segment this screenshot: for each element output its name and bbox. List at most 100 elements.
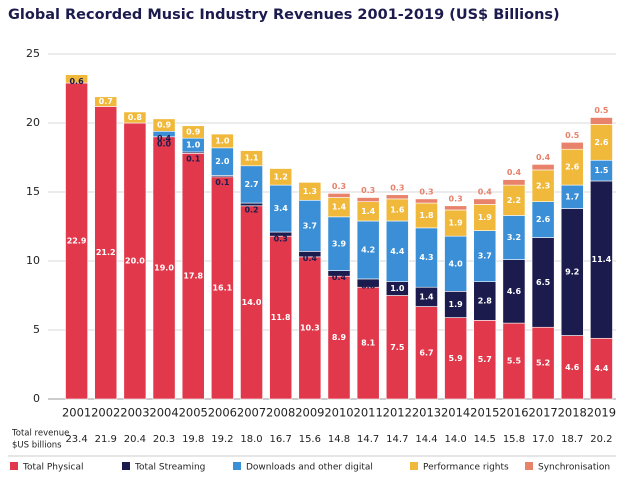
value-label: 5.9 [449,354,464,363]
legend-swatch [10,462,18,470]
value-label: 6.7 [419,348,433,357]
legend-label: Total Physical [22,463,84,473]
total-value: 18.0 [240,434,262,445]
value-label: 0.1 [186,154,201,163]
value-label: 0.4 [536,153,551,162]
total-value: 19.8 [182,434,204,445]
value-label: 0.6 [361,281,376,290]
bar-segment [415,198,438,204]
total-value: 14.7 [386,434,408,445]
value-label: 14.0 [242,298,262,307]
value-label: 8.1 [361,339,376,348]
value-label: 1.0 [215,136,230,145]
legend-label: Performance rights [423,463,509,473]
value-label: 2.8 [478,297,493,306]
value-label: 0.4 [157,134,172,143]
value-label: 2.7 [244,180,258,189]
bar-segment [298,182,322,201]
total-value: 15.8 [503,434,525,445]
value-label: 7.5 [390,343,405,352]
x-tick-label: 2011 [354,406,383,420]
legend-swatch [410,462,418,470]
value-label: 0.3 [361,186,375,195]
value-label: 0.5 [565,131,580,140]
value-label: 0.8 [128,113,143,122]
total-value: 21.9 [95,434,117,445]
total-value: 18.7 [561,434,583,445]
value-label: 1.9 [449,300,464,309]
value-label: 3.7 [303,221,317,230]
total-value: 14.4 [415,434,437,445]
bar-segment [473,198,497,205]
total-value: 14.7 [357,434,379,445]
value-label: 0.4 [478,187,493,196]
value-label: 4.2 [361,245,375,254]
value-label: 2.6 [565,163,580,172]
value-label: 16.1 [212,283,232,292]
total-value: 14.0 [444,434,466,445]
value-label: 1.4 [332,203,347,212]
value-label: 1.0 [186,141,201,150]
value-label: 0.4 [303,254,318,263]
value-label: 0.5 [594,106,609,115]
value-label: 0.9 [157,121,172,130]
value-label: 11.8 [271,313,291,322]
value-label: 1.4 [419,292,434,301]
y-tick-label: 0 [33,392,40,405]
value-label: 4.3 [419,253,433,262]
value-label: 0.1 [215,178,230,187]
value-label: 1.9 [478,213,493,222]
value-label: 22.9 [67,236,87,245]
value-label: 4.4 [390,247,405,256]
total-value: 20.2 [590,434,612,445]
value-label: 0.2 [244,206,258,215]
value-label: 2.2 [507,196,521,205]
value-label: 0.7 [99,97,113,106]
bar-segment [531,164,555,171]
value-label: 19.0 [154,263,174,272]
totals-label: Total revenue [11,429,69,439]
value-label: 0.9 [186,127,201,136]
x-tick-label: 2014 [441,406,470,420]
value-label: 0.3 [332,182,346,191]
bar-segment [240,150,263,167]
legend-swatch [233,462,241,470]
value-label: 20.0 [125,257,145,266]
value-label: 4.4 [594,364,609,373]
y-tick-label: 5 [33,323,40,336]
x-tick-label: 2013 [412,406,441,420]
total-value: 14.5 [474,434,496,445]
value-label: 0.0 [157,139,172,148]
x-tick-label: 2009 [295,406,324,420]
value-label: 4.0 [449,259,464,268]
bar-segment [65,74,88,84]
value-label: 3.9 [332,239,347,248]
value-label: 0.6 [69,77,84,86]
x-tick-label: 2010 [324,406,353,420]
value-label: 3.7 [478,252,492,261]
total-value: 14.8 [328,434,350,445]
bar-segment [269,168,293,186]
value-label: 3.2 [507,233,521,242]
value-label: 0.4 [507,168,522,177]
value-label: 1.7 [565,192,579,201]
value-label: 11.4 [592,255,612,264]
value-label: 0.3 [419,187,433,196]
x-tick-label: 2001 [62,406,91,420]
x-tick-label: 2002 [91,406,120,420]
value-label: 1.0 [390,284,405,293]
bar-segment [181,125,205,139]
bar-segment [123,111,147,124]
value-label: 1.2 [274,172,288,181]
y-tick-label: 25 [26,47,40,60]
x-tick-label: 2004 [149,406,178,420]
bar-segment [590,117,613,125]
total-value: 15.6 [299,434,321,445]
x-tick-label: 2017 [528,406,557,420]
value-label: 2.6 [594,138,609,147]
legend-label: Total Streaming [134,463,205,473]
x-tick-label: 2007 [237,406,266,420]
value-label: 0.3 [274,235,288,244]
value-label: 4.6 [565,363,580,372]
x-tick-label: 2015 [470,406,499,420]
